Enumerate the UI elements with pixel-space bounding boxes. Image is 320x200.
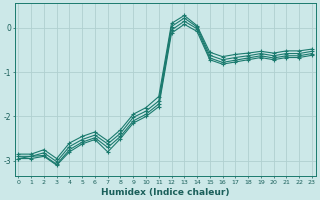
X-axis label: Humidex (Indice chaleur): Humidex (Indice chaleur): [101, 188, 229, 197]
